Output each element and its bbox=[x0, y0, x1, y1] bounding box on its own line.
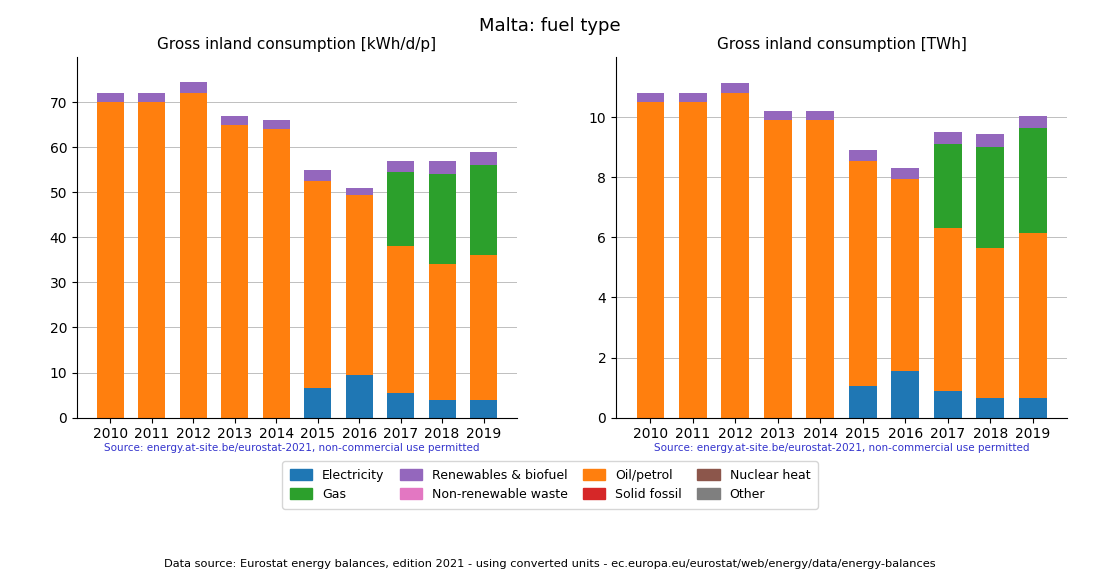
Text: Source: energy.at-site.be/eurostat-2021, non-commercial use permitted: Source: energy.at-site.be/eurostat-2021,… bbox=[103, 443, 480, 453]
Bar bbox=[139, 102, 165, 418]
Bar bbox=[97, 102, 124, 418]
Bar bbox=[679, 93, 706, 102]
Text: Data source: Eurostat energy balances, edition 2021 - using converted units - ec: Data source: Eurostat energy balances, e… bbox=[164, 559, 936, 569]
Bar bbox=[97, 93, 124, 102]
Bar bbox=[345, 188, 373, 194]
Bar bbox=[139, 93, 165, 102]
Bar bbox=[934, 228, 961, 391]
Bar bbox=[977, 134, 1004, 147]
Bar bbox=[934, 391, 961, 418]
Bar bbox=[637, 93, 664, 102]
Bar bbox=[221, 116, 249, 125]
Bar bbox=[429, 399, 455, 418]
Bar bbox=[470, 255, 497, 399]
Bar bbox=[180, 93, 207, 418]
Text: Malta: fuel type: Malta: fuel type bbox=[480, 17, 620, 35]
Bar bbox=[679, 102, 706, 418]
Bar bbox=[263, 129, 289, 418]
Bar bbox=[934, 132, 961, 144]
Bar bbox=[637, 102, 664, 418]
Bar bbox=[387, 247, 414, 393]
Bar bbox=[1019, 233, 1046, 398]
Bar bbox=[1019, 128, 1046, 233]
Bar bbox=[806, 120, 834, 418]
Bar bbox=[305, 170, 331, 181]
Bar bbox=[722, 93, 749, 418]
Bar bbox=[387, 172, 414, 247]
Title: Gross inland consumption [TWh]: Gross inland consumption [TWh] bbox=[716, 37, 967, 52]
Bar bbox=[934, 144, 961, 228]
Bar bbox=[722, 83, 749, 93]
Bar bbox=[891, 371, 918, 418]
Bar bbox=[429, 174, 455, 264]
Bar bbox=[977, 147, 1004, 248]
Bar bbox=[849, 150, 877, 161]
Bar bbox=[1019, 116, 1046, 128]
Bar bbox=[429, 264, 455, 399]
Bar bbox=[977, 248, 1004, 398]
Bar bbox=[977, 398, 1004, 418]
Legend: Electricity, Gas, Renewables & biofuel, Non-renewable waste, Oil/petrol, Solid f: Electricity, Gas, Renewables & biofuel, … bbox=[283, 461, 817, 509]
Text: Source: energy.at-site.be/eurostat-2021, non-commercial use permitted: Source: energy.at-site.be/eurostat-2021,… bbox=[653, 443, 1030, 453]
Title: Gross inland consumption [kWh/d/p]: Gross inland consumption [kWh/d/p] bbox=[157, 37, 437, 52]
Bar bbox=[305, 181, 331, 388]
Bar bbox=[1019, 398, 1046, 418]
Bar bbox=[470, 399, 497, 418]
Bar bbox=[806, 111, 834, 120]
Bar bbox=[387, 393, 414, 418]
Bar bbox=[470, 152, 497, 165]
Bar bbox=[345, 194, 373, 375]
Bar bbox=[764, 120, 792, 418]
Bar bbox=[849, 161, 877, 386]
Bar bbox=[345, 375, 373, 418]
Bar bbox=[891, 168, 918, 179]
Bar bbox=[470, 165, 497, 255]
Bar bbox=[387, 161, 414, 172]
Bar bbox=[764, 111, 792, 120]
Bar bbox=[305, 388, 331, 418]
Bar bbox=[263, 120, 289, 129]
Bar bbox=[429, 161, 455, 174]
Bar bbox=[180, 82, 207, 93]
Bar bbox=[891, 179, 918, 371]
Bar bbox=[849, 386, 877, 418]
Bar bbox=[221, 125, 249, 418]
